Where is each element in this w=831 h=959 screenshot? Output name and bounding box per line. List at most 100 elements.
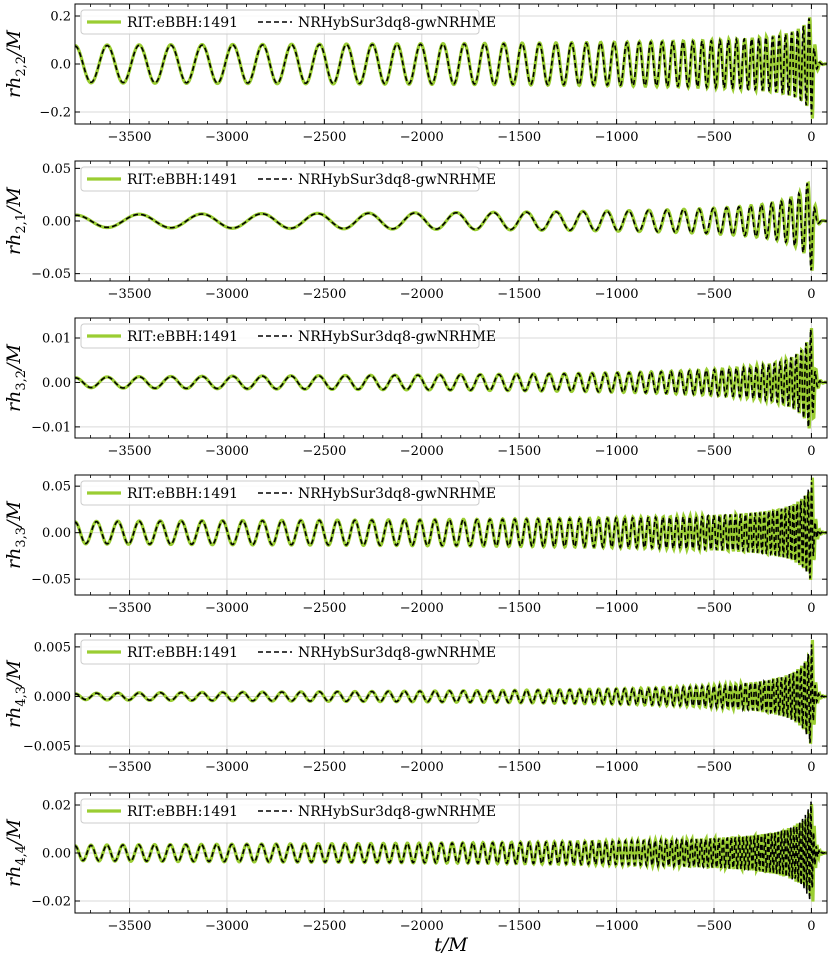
x-tick-label: −1500 bbox=[497, 760, 541, 775]
x-tick-label: 0 bbox=[807, 760, 815, 775]
y-axis-label: rh2,2/M bbox=[3, 30, 29, 98]
x-tick-label: −500 bbox=[696, 919, 732, 934]
y-axis-label-sub: 3,3 bbox=[14, 527, 29, 548]
y-tick-label: −0.005 bbox=[23, 740, 71, 755]
legend-label-nrhybsur: NRHybSur3dq8-gwNRHME bbox=[298, 645, 496, 661]
legend: RIT:eBBH:1491 NRHybSur3dq8-gwNRHME bbox=[80, 9, 496, 35]
x-tick-label: −3000 bbox=[205, 919, 249, 934]
panel-2-2: −3500 −3000 −2500 −2000 −1500 −1000 −500 0 −0.2 0… bbox=[3, 3, 828, 145]
legend: RIT:eBBH:1491 NRHybSur3dq8-gwNRHME bbox=[80, 323, 496, 349]
legend-label-rit: RIT:eBBH:1491 bbox=[127, 329, 238, 345]
x-tick-label: −2500 bbox=[302, 601, 346, 616]
y-tick-label: −0.05 bbox=[31, 267, 71, 282]
panel-3-3: −3500 −3000 −2500 −2000 −1500 −1000 −500 0 −0.05… bbox=[3, 474, 828, 616]
legend-label-rit: RIT:eBBH:1491 bbox=[127, 645, 238, 661]
panel-3-2: −3500 −3000 −2500 −2000 −1500 −1000 −500 0 −0.01… bbox=[3, 317, 828, 459]
y-axis-label-main: rh bbox=[3, 548, 25, 569]
x-tick-label: −1500 bbox=[497, 287, 541, 302]
y-tick-label: 0.2 bbox=[50, 10, 71, 25]
x-tick-label: −3000 bbox=[205, 287, 249, 302]
y-tick-label: 0.01 bbox=[42, 332, 71, 347]
x-tick-label: −2000 bbox=[400, 444, 444, 459]
x-tick-label: −3500 bbox=[108, 760, 152, 775]
y-axis-label: rh3,3/M bbox=[3, 501, 29, 569]
x-tick-label: 0 bbox=[807, 287, 815, 302]
x-tick-label: −2500 bbox=[302, 287, 346, 302]
x-tick-label: −2000 bbox=[400, 760, 444, 775]
legend-label-rit: RIT:eBBH:1491 bbox=[127, 15, 238, 31]
y-tick-label: 0.00 bbox=[42, 215, 71, 230]
x-tick-label: 0 bbox=[807, 444, 815, 459]
y-tick-label: −0.01 bbox=[31, 420, 71, 435]
legend-label-nrhybsur: NRHybSur3dq8-gwNRHME bbox=[298, 15, 496, 31]
x-tick-label: −1500 bbox=[497, 601, 541, 616]
y-axis-label-tail: /M bbox=[3, 660, 25, 688]
y-tick-label: 0.0 bbox=[50, 58, 71, 73]
x-tick-label: −2500 bbox=[302, 919, 346, 934]
y-tick-label: 0.00 bbox=[42, 847, 71, 862]
x-tick-label: −2500 bbox=[302, 444, 346, 459]
legend: RIT:eBBH:1491 NRHybSur3dq8-gwNRHME bbox=[80, 639, 496, 665]
y-axis-label-sub: 4,3 bbox=[14, 686, 29, 707]
panel-4-4: −3500 −3000 −2500 −2000 −1500 −1000 −500 0 −0.02… bbox=[3, 792, 828, 934]
series-nrhybsur-line bbox=[75, 329, 827, 428]
x-tick-label: −1500 bbox=[497, 444, 541, 459]
legend: RIT:eBBH:1491 NRHybSur3dq8-gwNRHME bbox=[80, 166, 496, 192]
legend-label-nrhybsur: NRHybSur3dq8-gwNRHME bbox=[298, 486, 496, 502]
x-tick-label: −2500 bbox=[302, 760, 346, 775]
legend-label-rit: RIT:eBBH:1491 bbox=[127, 172, 238, 188]
y-tick-label: −0.2 bbox=[39, 106, 71, 121]
y-axis-label-main: rh bbox=[3, 707, 25, 728]
x-tick-label: −1000 bbox=[595, 287, 639, 302]
y-tick-label: 0.00 bbox=[42, 376, 71, 391]
x-tick-label: −1000 bbox=[595, 130, 639, 145]
legend-label-rit: RIT:eBBH:1491 bbox=[127, 804, 238, 820]
y-axis-label-sub: 4,4 bbox=[14, 845, 29, 866]
panel-4-3: −3500 −3000 −2500 −2000 −1500 −1000 −500 0 −0.00… bbox=[3, 633, 828, 775]
x-tick-label: −500 bbox=[696, 444, 732, 459]
y-axis-label-main: rh bbox=[3, 391, 25, 412]
x-tick-label: −500 bbox=[696, 601, 732, 616]
legend-box bbox=[80, 166, 480, 192]
y-axis-label-tail: /M bbox=[3, 344, 25, 372]
x-tick-label: −2000 bbox=[400, 601, 444, 616]
y-axis-label-sub: 2,2 bbox=[14, 56, 29, 77]
legend-box bbox=[80, 798, 480, 824]
y-axis-label-tail: /M bbox=[3, 187, 25, 215]
x-tick-label: −500 bbox=[696, 287, 732, 302]
y-axis-label: rh4,4/M bbox=[3, 819, 29, 887]
x-tick-label: −3000 bbox=[205, 760, 249, 775]
x-tick-label: −3500 bbox=[108, 444, 152, 459]
y-axis-label-tail: /M bbox=[3, 819, 25, 847]
y-axis-label-main: rh bbox=[3, 234, 25, 255]
x-tick-label: −2000 bbox=[400, 919, 444, 934]
y-axis-label: rh3,2/M bbox=[3, 344, 29, 412]
series-nrhybsur-line bbox=[75, 18, 827, 115]
legend-label-nrhybsur: NRHybSur3dq8-gwNRHME bbox=[298, 329, 496, 345]
y-tick-label: −0.02 bbox=[31, 895, 71, 910]
x-tick-label: −3500 bbox=[108, 601, 152, 616]
y-tick-label: 0.05 bbox=[42, 162, 71, 177]
y-axis-label-sub: 3,2 bbox=[14, 370, 29, 391]
legend: RIT:eBBH:1491 NRHybSur3dq8-gwNRHME bbox=[80, 480, 496, 506]
y-axis-label-tail: /M bbox=[3, 30, 25, 58]
x-tick-label: −3500 bbox=[108, 287, 152, 302]
x-tick-label: −2000 bbox=[400, 130, 444, 145]
y-tick-label: −0.05 bbox=[31, 573, 71, 588]
legend-box bbox=[80, 323, 480, 349]
series-nrhybsur-line bbox=[75, 183, 827, 271]
series-nrhybsur-line bbox=[75, 644, 827, 743]
x-tick-label: −3000 bbox=[205, 601, 249, 616]
y-axis-label: rh2,1/M bbox=[3, 187, 29, 255]
x-tick-label: −1000 bbox=[595, 444, 639, 459]
y-tick-label: 0.02 bbox=[42, 799, 71, 814]
y-axis-label-sub: 2,1 bbox=[14, 213, 29, 234]
legend-label-rit: RIT:eBBH:1491 bbox=[127, 486, 238, 502]
legend-label-nrhybsur: NRHybSur3dq8-gwNRHME bbox=[298, 172, 496, 188]
y-axis-label-tail: /M bbox=[3, 501, 25, 529]
x-tick-label: −1000 bbox=[595, 601, 639, 616]
x-tick-label: −1000 bbox=[595, 919, 639, 934]
series-nrhybsur-line bbox=[75, 482, 827, 579]
plot-frame bbox=[74, 317, 828, 439]
